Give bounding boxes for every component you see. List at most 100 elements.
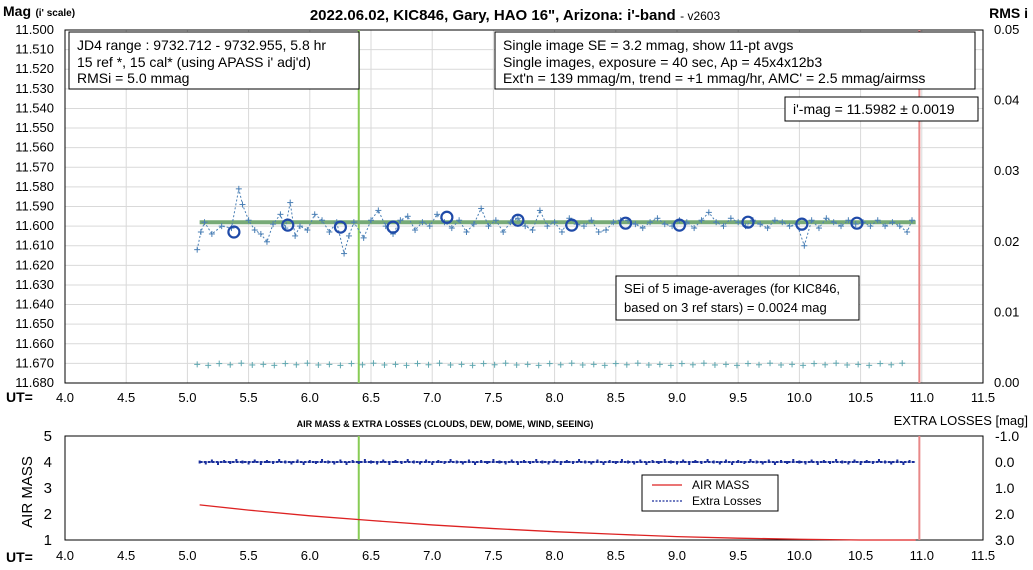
rms-point (392, 361, 399, 368)
single-image-point (341, 250, 348, 257)
single-image-point (603, 227, 610, 234)
main-y-tick-label: 11.650 (15, 316, 54, 331)
single-image-point (404, 213, 411, 220)
extra-losses-point (706, 459, 709, 462)
extra-losses-tick-label: 3.0 (995, 532, 1015, 548)
main-y-tick-label: 11.600 (15, 218, 54, 233)
airmass-x-tick-label: 4.0 (56, 548, 74, 563)
main-x-tick-label: 6.5 (362, 390, 380, 405)
airmass-x-tick-label: 9.5 (729, 548, 747, 563)
rms-point (877, 360, 884, 367)
rms-point (370, 360, 377, 367)
airmass-x-tick-label: 7.0 (423, 548, 441, 563)
average-point (795, 217, 809, 231)
rms-point (271, 362, 278, 369)
average-point (386, 220, 400, 234)
main-right-tick-label: 0.04 (994, 93, 1019, 108)
single-image-point (823, 215, 830, 222)
single-image-point (304, 227, 311, 234)
extra-losses-tick-labels: -1.0 0.0 1.0 2.0 3.0 (995, 428, 1019, 548)
main-x-tick-label: 6.0 (301, 390, 319, 405)
extra-losses-point (308, 460, 311, 463)
rms-point (260, 361, 267, 368)
rms-series (194, 360, 906, 369)
single-image-point (368, 217, 374, 224)
main-x-tick-label: 4.5 (117, 390, 135, 405)
extra-losses-point (822, 460, 825, 463)
extra-losses-point (657, 461, 660, 464)
main-x-tick-label: 5.5 (240, 390, 258, 405)
extra-losses-point (712, 460, 715, 464)
rms-point (744, 360, 751, 367)
rms-point (811, 360, 818, 367)
rms-point (502, 360, 509, 367)
extra-losses-point (486, 461, 489, 464)
extra-losses-point (835, 459, 838, 462)
info-box-right: Single image SE = 3.2 mmag, show 11-pt a… (494, 31, 976, 90)
rms-point (645, 361, 652, 368)
extra-losses-point (516, 462, 519, 465)
airmass-x-tick-label: 6.0 (301, 548, 319, 563)
single-image-point (297, 223, 304, 230)
single-image-point (319, 217, 326, 224)
extra-losses-point (896, 459, 899, 463)
main-x-axis-label: UT= (6, 389, 33, 405)
extra-losses-point (749, 459, 752, 462)
se-box-line-2: based on 3 ref stars) = 0.0024 mag (624, 300, 827, 315)
extra-losses-tick-label: 1.0 (995, 480, 1015, 496)
extra-losses-point (272, 461, 275, 464)
extra-losses-point (253, 459, 256, 463)
single-image-point (588, 217, 595, 224)
airmass-y-tick-label: 3 (44, 480, 52, 497)
single-image-point (595, 228, 602, 235)
extra-losses-point (578, 459, 581, 462)
main-x-tick-label: 9.5 (729, 390, 747, 405)
extra-losses-point (651, 460, 654, 463)
extra-losses-point (229, 461, 232, 464)
info-box-left-frame (68, 31, 360, 90)
extra-losses-point (877, 459, 880, 462)
se-box: SEi of 5 image-averages (for KIC846, bas… (615, 275, 860, 321)
main-y-tick-label: 11.550 (15, 120, 54, 135)
single-image-point (874, 217, 881, 224)
single-image-point (654, 215, 661, 222)
single-image-point (235, 185, 242, 192)
extra-losses-point (541, 460, 544, 464)
single-image-point (867, 223, 874, 230)
extra-losses-point (780, 460, 783, 463)
main-right-tick-label: 0.02 (994, 234, 1019, 249)
single-image-point (456, 217, 463, 224)
single-image-point (647, 219, 654, 226)
single-image-point (852, 221, 859, 228)
rms-point (546, 360, 553, 367)
main-chart-title: 2022.06.02, KIC846, Gary, HAO 16", Arizo… (310, 7, 721, 24)
extra-losses-point (584, 460, 587, 464)
extra-losses-point (523, 460, 525, 463)
single-image-point (426, 223, 433, 230)
rms-point (733, 362, 740, 369)
main-y-tick-label: 11.560 (15, 140, 54, 155)
extra-losses-point (498, 460, 501, 464)
extra-losses-point (412, 460, 415, 464)
extra-losses-point (682, 459, 685, 463)
single-image-point (478, 205, 485, 212)
single-image-point (194, 246, 201, 253)
airmass-y-tick-label: 1 (44, 532, 52, 549)
extra-losses-point (223, 460, 226, 463)
extra-losses-point (847, 461, 850, 465)
extra-losses-point (370, 460, 372, 464)
rms-point (469, 362, 476, 369)
single-image-point (419, 219, 426, 226)
airmass-x-tick-label: 5.0 (178, 548, 196, 563)
main-right-tick-label: 0.03 (994, 163, 1019, 178)
main-x-tick-label: 10.0 (787, 390, 812, 405)
rms-point (833, 360, 840, 367)
single-image-point (470, 221, 477, 228)
main-y-tick-label: 11.520 (15, 61, 54, 76)
airmass-plot-area (64, 435, 984, 541)
rms-point (205, 362, 212, 369)
extra-losses-point (608, 460, 611, 463)
rms-point (249, 361, 256, 368)
extra-losses-tick-label: -1.0 (995, 428, 1019, 444)
extra-losses-point (841, 460, 844, 464)
